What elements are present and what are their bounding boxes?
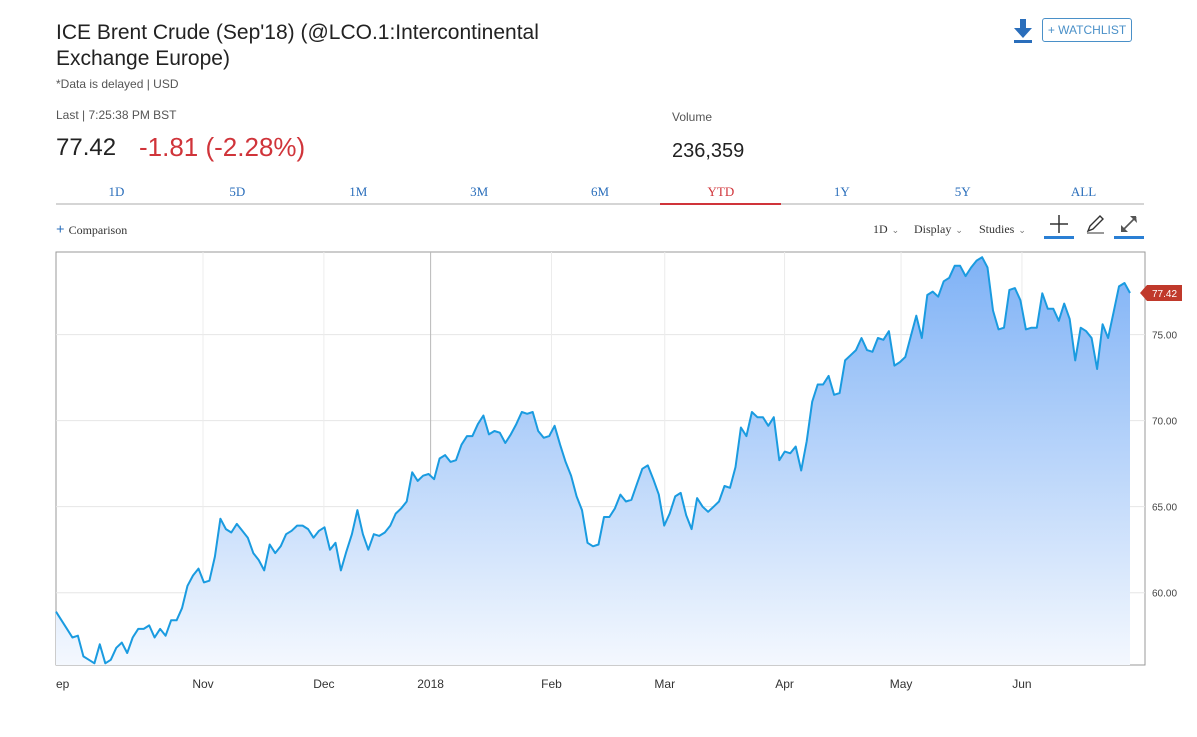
y-tick-label: 75.00	[1152, 331, 1177, 342]
watchlist-button[interactable]: + WATCHLIST	[1042, 18, 1132, 42]
price-series	[55, 256, 1131, 665]
x-tick-label: Feb	[541, 677, 562, 691]
price-area	[56, 257, 1130, 665]
chevron-down-icon: ⌄	[1018, 225, 1026, 235]
expand-icon[interactable]	[1114, 212, 1144, 239]
studies-label: Studies	[979, 222, 1015, 236]
interval-dropdown[interactable]: 1D ⌄	[873, 222, 899, 237]
x-tick-label: 2018	[417, 677, 444, 691]
interval-label: 1D	[873, 222, 888, 236]
y-tick-label: 60.00	[1152, 589, 1177, 600]
chevron-down-icon: ⌄	[891, 225, 900, 235]
page-title: ICE Brent Crude (Sep'18) (@LCO.1:Interco…	[56, 21, 539, 70]
range-tabs: 1D 5D 1M 3M 6M YTD 1Y 5Y ALL	[56, 181, 1144, 205]
data-delay-note: *Data is delayed | USD	[56, 77, 179, 91]
comparison-label: Comparison	[68, 223, 128, 237]
x-tick-label: Jun	[1012, 677, 1031, 691]
studies-dropdown[interactable]: Studies ⌄	[979, 222, 1026, 237]
tab-all[interactable]: ALL	[1070, 184, 1097, 199]
chevron-down-icon: ⌄	[955, 225, 963, 235]
y-tick-label: 70.00	[1152, 417, 1177, 428]
volume-value: 236,359	[672, 140, 745, 162]
tab-1m[interactable]: 1M	[349, 184, 368, 199]
display-label: Display	[914, 222, 952, 236]
x-tick-label: Nov	[192, 677, 213, 691]
x-tick-label: ep	[56, 677, 70, 691]
comparison-button[interactable]: + Comparison	[56, 222, 127, 239]
tab-1y[interactable]: 1Y	[833, 184, 850, 199]
volume-label: Volume	[672, 110, 713, 124]
crosshair-icon[interactable]	[1044, 212, 1074, 239]
price-line	[55, 256, 1131, 665]
tab-6m[interactable]: 6M	[590, 184, 610, 199]
x-tick-label: Dec	[313, 677, 334, 691]
x-tick-label: Apr	[775, 677, 794, 691]
tab-ytd[interactable]: YTD	[660, 181, 782, 205]
last-price: 77.42	[56, 134, 117, 161]
last-value-marker: 77.42	[1140, 284, 1182, 301]
last-value-tag	[1140, 284, 1182, 301]
x-tick-label: May	[890, 677, 913, 691]
tab-5y[interactable]: 5Y	[954, 184, 971, 199]
tab-3m[interactable]: 3M	[470, 184, 489, 199]
y-axis: 60.00 65.00 70.00 75.00	[1152, 331, 1177, 600]
last-update-label: Last | 7:25:38 PM BST	[56, 108, 177, 122]
tab-5d[interactable]: 5D	[229, 184, 246, 199]
display-dropdown[interactable]: Display ⌄	[914, 222, 963, 237]
x-axis: ep Nov Dec 2018 Feb Mar Apr May Jun	[56, 677, 1032, 691]
download-icon[interactable]	[1010, 16, 1036, 44]
last-value-label: 77.42	[1152, 289, 1177, 300]
price-change: -1.81 (-2.28%)	[139, 132, 306, 162]
pencil-icon[interactable]	[1080, 212, 1110, 236]
plus-icon: +	[56, 222, 65, 238]
tab-1d[interactable]: 1D	[108, 184, 125, 199]
y-tick-label: 65.00	[1152, 503, 1177, 514]
x-tick-label: Mar	[654, 677, 675, 691]
